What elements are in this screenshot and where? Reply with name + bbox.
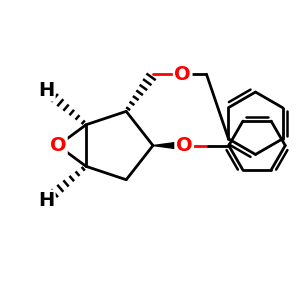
Text: O: O <box>50 136 66 155</box>
Text: H: H <box>38 81 54 100</box>
Text: H: H <box>38 191 54 210</box>
Text: O: O <box>174 65 191 84</box>
Polygon shape <box>153 141 184 150</box>
Text: O: O <box>176 136 193 155</box>
